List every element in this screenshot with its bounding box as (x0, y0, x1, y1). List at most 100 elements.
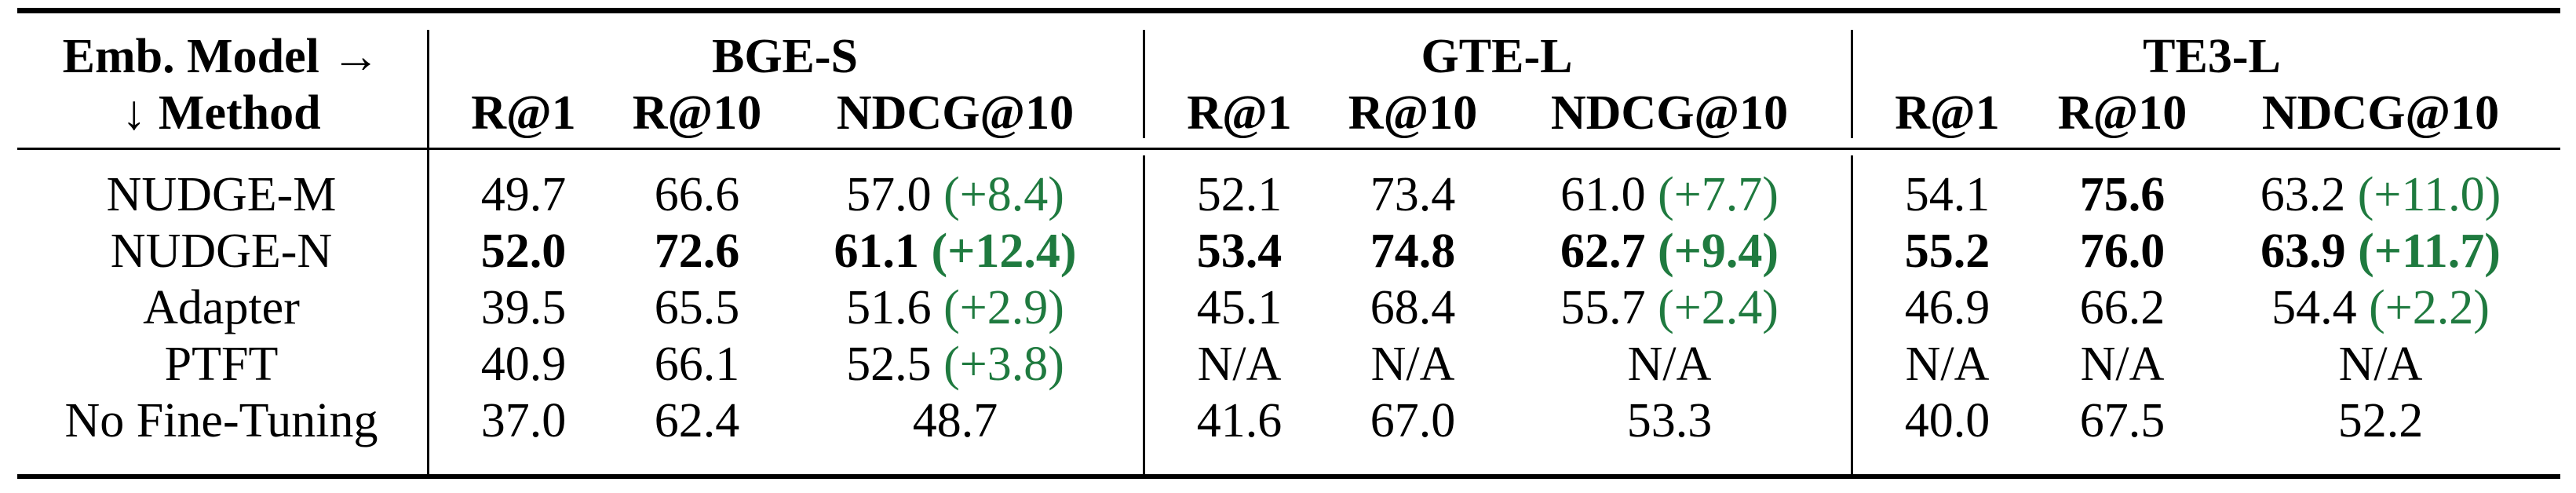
cell-value: 73.4 (1370, 168, 1456, 221)
table-cell: 53.3 (1501, 393, 1838, 449)
table-cell: 53.4 (1158, 223, 1320, 279)
table-cell: N/A (1158, 336, 1320, 393)
table-cell: 66.1 (611, 336, 783, 393)
metric-header: R@1 (1895, 86, 2000, 140)
method-header: ↓ Method (122, 86, 321, 140)
table-cell: 52.2 (2212, 393, 2549, 449)
top-rule (17, 8, 2560, 13)
cell-value: 51.6 (846, 281, 932, 334)
cell-value: 40.0 (1904, 394, 1990, 447)
metric-header: NDCG@10 (836, 86, 1075, 140)
table-cell: 68.4 (1326, 279, 1499, 336)
improvement-delta: (+11.0) (2357, 168, 2501, 221)
cell-value: N/A (1905, 338, 1990, 391)
model-divider-1-lower (1143, 155, 1145, 474)
table-cell: 55.7 (+2.4) (1501, 279, 1838, 336)
table-cell: 51.6 (+2.9) (786, 279, 1124, 336)
table-cell: 52.0 (443, 223, 604, 279)
model-divider-1-upper (1143, 30, 1145, 138)
table-cell: 52.1 (1158, 166, 1320, 223)
cell-value: 62.7 (1560, 225, 1646, 278)
cell-value: 76.0 (2079, 225, 2166, 278)
table-cell: 40.9 (443, 336, 604, 393)
cell-value: 45.1 (1196, 281, 1283, 334)
cell-value: 57.0 (846, 168, 932, 221)
cell-value: 72.6 (654, 225, 740, 278)
model-header: TE3-L (2143, 30, 2281, 83)
improvement-delta: (+2.4) (1658, 281, 1779, 334)
cell-value: 37.0 (480, 394, 567, 447)
cell-value: N/A (2080, 338, 2165, 391)
cell-value: 66.1 (654, 338, 740, 391)
method-name: NUDGE-M (106, 168, 337, 221)
table-cell: 46.9 (1866, 279, 2028, 336)
emb-model-header: Emb. Model → (62, 30, 381, 83)
improvement-delta: (+3.8) (943, 338, 1064, 391)
table-cell: 66.6 (611, 166, 783, 223)
cell-value: 53.3 (1626, 394, 1713, 447)
cell-value: 61.1 (834, 225, 919, 278)
method-name: No Fine-Tuning (64, 394, 378, 447)
table-cell: 62.7 (+9.4) (1501, 223, 1838, 279)
cell-value: 62.4 (654, 394, 740, 447)
cell-value: 52.0 (480, 225, 567, 278)
table-cell: 67.0 (1326, 393, 1499, 449)
table-cell: 45.1 (1158, 279, 1320, 336)
cell-value: 52.5 (846, 338, 932, 391)
table-cell: 52.5 (+3.8) (786, 336, 1124, 393)
cell-value: 61.0 (1560, 168, 1646, 221)
metric-header: R@1 (1187, 86, 1292, 140)
cell-value: 67.5 (2079, 394, 2166, 447)
cell-value: 55.2 (1904, 225, 1990, 278)
table-cell: 54.1 (1866, 166, 2028, 223)
table-cell: 67.5 (2036, 393, 2209, 449)
cell-value: 39.5 (480, 281, 567, 334)
cell-value: 53.4 (1196, 225, 1283, 278)
table-cell: N/A (1501, 336, 1838, 393)
improvement-delta: (+7.7) (1658, 168, 1779, 221)
improvement-delta: (+11.7) (2358, 225, 2501, 278)
cell-value: 68.4 (1370, 281, 1456, 334)
improvement-delta: (+8.4) (943, 168, 1064, 221)
table-cell: 73.4 (1326, 166, 1499, 223)
improvement-delta: (+9.4) (1657, 225, 1779, 278)
metric-header: NDCG@10 (1550, 86, 1789, 140)
cell-value: 66.2 (2079, 281, 2166, 334)
table-cell: 54.4 (+2.2) (2212, 279, 2549, 336)
model-divider-2-upper (1851, 30, 1853, 138)
metric-header: R@10 (2057, 86, 2187, 140)
metric-header: NDCG@10 (2261, 86, 2500, 140)
table-cell: 49.7 (443, 166, 604, 223)
table-cell: N/A (2036, 336, 2209, 393)
table-cell: 41.6 (1158, 393, 1320, 449)
method-name: Adapter (143, 281, 300, 334)
table-cell: 57.0 (+8.4) (786, 166, 1124, 223)
metric-header: R@1 (471, 86, 576, 140)
cell-value: N/A (1370, 338, 1455, 391)
cell-value: 75.6 (2079, 168, 2166, 221)
model-divider-2-lower (1851, 155, 1853, 474)
table-cell: 74.8 (1326, 223, 1499, 279)
model-header: GTE-L (1421, 30, 1573, 83)
cell-value: 46.9 (1904, 281, 1990, 334)
cell-value: 54.4 (2271, 281, 2357, 334)
table-cell: 40.0 (1866, 393, 2028, 449)
cell-value: N/A (2338, 338, 2423, 391)
table-cell: 63.2 (+11.0) (2212, 166, 2549, 223)
table-cell: 66.2 (2036, 279, 2209, 336)
cell-value: 65.5 (654, 281, 740, 334)
cell-value: 41.6 (1196, 394, 1283, 447)
method-column-divider (427, 30, 429, 474)
bottom-rule (17, 474, 2560, 479)
metric-header: R@10 (1348, 86, 1478, 140)
header-rule (17, 148, 2560, 150)
table-cell: 55.2 (1866, 223, 2028, 279)
table-cell: 75.6 (2036, 166, 2209, 223)
cell-value: N/A (1627, 338, 1712, 391)
cell-value: 74.8 (1370, 225, 1456, 278)
method-name: PTFT (164, 338, 279, 391)
table-cell: 61.1 (+12.4) (786, 223, 1124, 279)
table-cell: 72.6 (611, 223, 783, 279)
cell-value: 48.7 (912, 394, 998, 447)
